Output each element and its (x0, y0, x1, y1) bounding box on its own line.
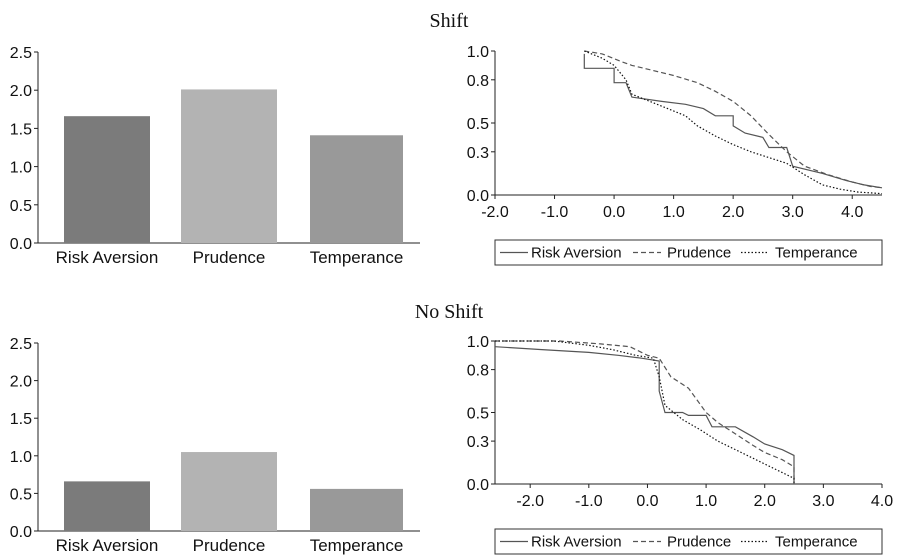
y-tick-label: 2.0 (10, 374, 32, 391)
y-tick-label: 2.5 (10, 45, 32, 62)
y-tick-label: 0.8 (467, 73, 489, 90)
panel-title-no-shift: No Shift (415, 301, 484, 323)
series-line-risk-aversion (583, 53, 883, 189)
bar-prudence (181, 89, 277, 243)
bar-prudence (181, 452, 277, 531)
y-tick-label: 1.5 (10, 121, 32, 138)
bar-chart-no-shift: 0.0 0.5 1.0 1.5 2.0 2.5 Risk Aversion Prudence T… (10, 336, 420, 555)
cdf-chart-no-shift: 0.0 0.3 0.5 0.8 1.0 -2.0 -1.0 0.0 1.0 2.0 3.0 4.0 Ri… (467, 334, 893, 555)
series-line-risk-aversion (494, 346, 795, 484)
x-tick-label: 0.0 (603, 204, 625, 221)
bar-risk-aversion (64, 481, 150, 531)
x-tick-label: -2.0 (481, 204, 509, 221)
y-tick-label: 0.0 (467, 477, 489, 494)
x-tick-label: 1.0 (695, 493, 717, 510)
bar-risk-aversion (64, 116, 150, 243)
bar-temperance (310, 488, 403, 531)
legend-box (494, 239, 883, 266)
legend-label: Temperance (775, 534, 858, 551)
y-tick-label: 1.0 (10, 160, 32, 177)
y-tick-label: 0.8 (467, 363, 489, 380)
x-category-label: Prudence (193, 536, 266, 555)
y-tick-label: 0.0 (467, 188, 489, 205)
panel-title-shift: Shift (430, 10, 469, 32)
x-tick-label: 4.0 (871, 493, 893, 510)
series-line-prudence (495, 340, 795, 484)
legend-box (494, 528, 883, 555)
x-tick-label: -2.0 (516, 493, 544, 510)
x-category-label: Temperance (310, 248, 404, 267)
y-tick-label: 0.5 (467, 406, 489, 423)
x-tick-label: 3.0 (812, 493, 834, 510)
legend-label: Prudence (667, 245, 731, 262)
x-tick-label: 2.0 (722, 204, 744, 221)
x-tick-label: -1.0 (541, 204, 569, 221)
bar-temperance (310, 135, 403, 243)
y-tick-label: 0.3 (467, 434, 489, 451)
x-category-label: Risk Aversion (56, 248, 159, 267)
x-category-label: Risk Aversion (56, 536, 159, 555)
y-tick-label: 1.0 (467, 44, 489, 61)
y-tick-label: 2.5 (10, 336, 32, 353)
y-tick-label: 0.5 (467, 116, 489, 133)
x-tick-label: 4.0 (841, 204, 863, 221)
y-tick-label: 0.3 (467, 145, 489, 162)
series-line-temperance (584, 50, 883, 195)
y-tick-label: 0.0 (10, 236, 32, 253)
x-tick-label: 1.0 (662, 204, 684, 221)
y-tick-label: 0.0 (10, 524, 32, 541)
legend-label: Risk Aversion (531, 534, 622, 551)
y-tick-label: 0.5 (10, 486, 32, 503)
x-category-label: Temperance (310, 536, 404, 555)
cdf-chart-shift: 0.0 0.3 0.5 0.8 1.0 -2.0 -1.0 0.0 1.0 2.0 3.0 4.0 Ri… (467, 44, 883, 266)
series-line-prudence (584, 50, 883, 189)
x-category-label: Prudence (193, 248, 266, 267)
y-tick-label: 2.0 (10, 83, 32, 100)
x-tick-label: 0.0 (636, 493, 658, 510)
x-tick-label: 2.0 (754, 493, 776, 510)
legend-label: Temperance (775, 245, 858, 262)
y-tick-label: 0.5 (10, 198, 32, 215)
legend-label: Prudence (667, 534, 731, 551)
x-tick-label: 3.0 (782, 204, 804, 221)
y-tick-label: 1.5 (10, 411, 32, 428)
y-tick-label: 1.0 (467, 334, 489, 351)
y-tick-label: 1.0 (10, 449, 32, 466)
series-line-temperance (495, 340, 795, 484)
x-tick-label: -1.0 (575, 493, 603, 510)
bar-chart-shift: 0.0 0.5 1.0 1.5 2.0 2.5 Risk Aversion Prudence T… (10, 45, 420, 267)
legend-label: Risk Aversion (531, 245, 622, 262)
